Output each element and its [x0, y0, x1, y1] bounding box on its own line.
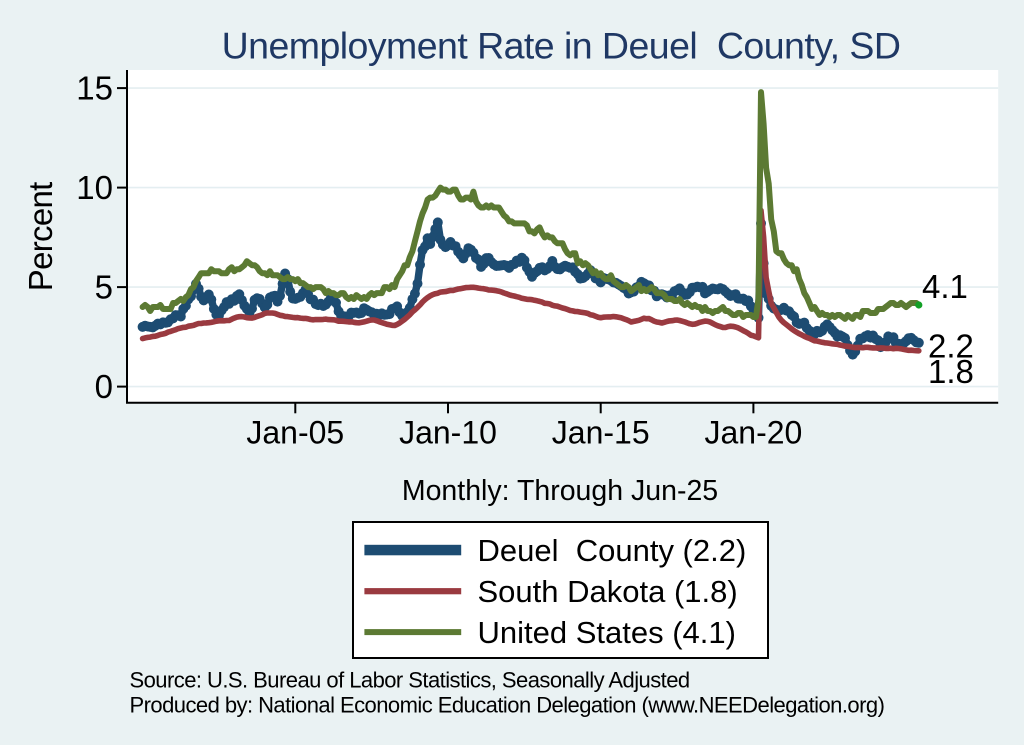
svg-text:1.8: 1.8	[928, 353, 974, 390]
svg-text:5: 5	[95, 269, 113, 306]
svg-text:Jan-15: Jan-15	[552, 415, 650, 451]
svg-text:Produced by: National Economic: Produced by: National Economic Education…	[130, 693, 885, 718]
svg-text:South Dakota (1.8): South Dakota (1.8)	[478, 574, 738, 609]
svg-text:Jan-10: Jan-10	[399, 415, 497, 451]
svg-text:Unemployment Rate in Deuel Co: Unemployment Rate in Deuel County, SD	[222, 25, 901, 67]
svg-text:Jan-05: Jan-05	[246, 415, 344, 451]
svg-text:4.1: 4.1	[922, 268, 968, 305]
svg-text:Jan-20: Jan-20	[704, 415, 802, 451]
svg-text:10: 10	[76, 169, 113, 206]
svg-text:Deuel County (2.2): Deuel County (2.2)	[478, 533, 747, 568]
svg-text:15: 15	[76, 70, 113, 107]
svg-text:0: 0	[95, 368, 113, 405]
svg-text:Monthly: Through Jun-25: Monthly: Through Jun-25	[402, 475, 718, 507]
svg-text:Source: U.S. Bureau of Labor S: Source: U.S. Bureau of Labor Statistics,…	[130, 668, 690, 693]
svg-text:2.2: 2.2	[928, 328, 974, 365]
svg-text:United States (4.1): United States (4.1)	[478, 615, 736, 650]
svg-text:Percent: Percent	[22, 182, 59, 291]
